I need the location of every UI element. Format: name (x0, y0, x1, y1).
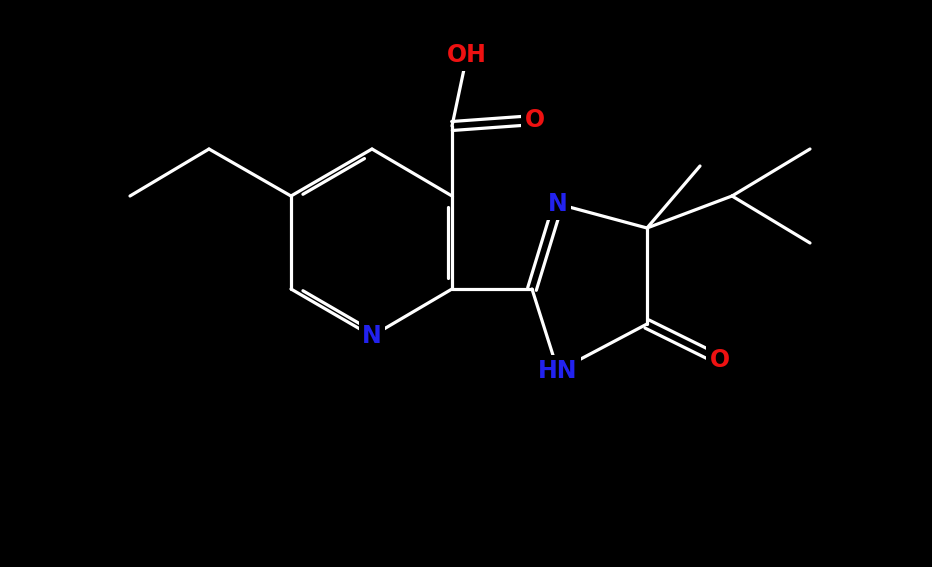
Text: OH: OH (447, 43, 487, 67)
Text: N: N (363, 324, 382, 348)
Text: O: O (525, 108, 545, 132)
Text: HN: HN (539, 359, 578, 383)
Text: N: N (548, 192, 568, 216)
Text: O: O (710, 348, 730, 372)
